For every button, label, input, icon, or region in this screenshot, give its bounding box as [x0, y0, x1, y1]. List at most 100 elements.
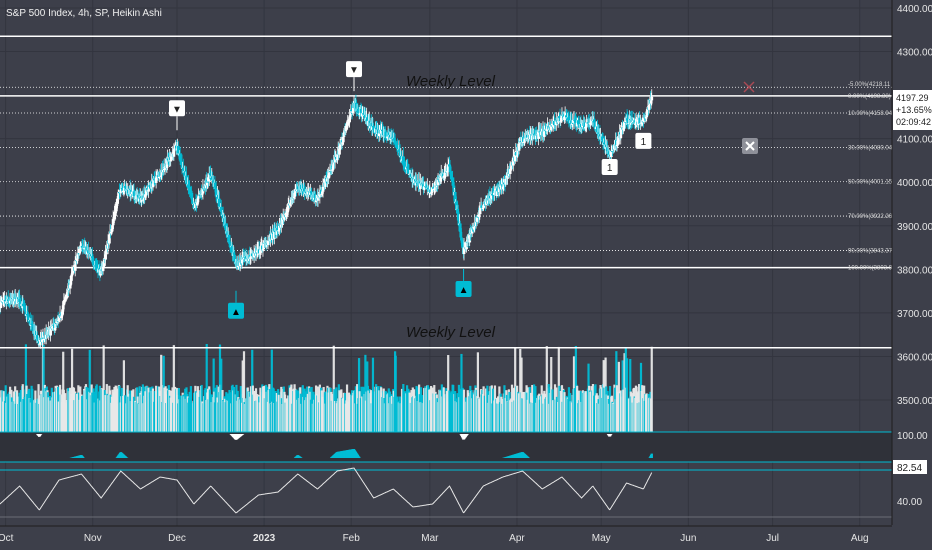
candle-body [188, 189, 192, 191]
candle-body [624, 121, 628, 124]
volume-bar [242, 351, 246, 432]
candle-body [104, 254, 107, 260]
volume-bar [460, 353, 463, 432]
marker-box [228, 302, 244, 319]
close-icon[interactable] [742, 138, 758, 154]
candle-body [453, 191, 457, 204]
candle-body [104, 250, 108, 255]
candle-body [151, 183, 155, 188]
candle-body [468, 233, 472, 243]
candle-body [422, 186, 426, 190]
volume-bar [514, 347, 517, 432]
last-price: 4197.29 [896, 93, 929, 103]
signal-marker: 1 [635, 132, 652, 149]
fib-level-label: 30.00%(4080.04 [848, 145, 893, 151]
time-axis-label: Feb [343, 533, 361, 544]
candle-body [621, 128, 625, 130]
candle-body [517, 143, 521, 151]
candle-body [188, 190, 192, 194]
histogram-bar [357, 456, 361, 458]
candle-body [577, 120, 580, 125]
candle-body [567, 119, 571, 122]
candle-body [590, 119, 594, 123]
candle-body [135, 194, 138, 200]
candle-body [523, 139, 527, 142]
candle-body [25, 314, 29, 316]
candle-body [376, 129, 380, 134]
candle-body [255, 250, 259, 253]
candle-body [642, 117, 646, 123]
histogram-bar [527, 457, 530, 458]
candle-body [496, 188, 499, 192]
candle-body [611, 150, 614, 153]
candle-body [227, 234, 231, 242]
candle-body [296, 186, 300, 190]
candle-body [23, 306, 27, 308]
candle-body [345, 123, 349, 126]
candle-body [224, 223, 228, 230]
marker-box [635, 132, 652, 149]
candle-body [396, 147, 400, 150]
volume-bar [172, 345, 175, 432]
candle-body [389, 137, 393, 139]
candle-body [155, 176, 159, 178]
candle-body [18, 302, 22, 304]
candle-body [249, 256, 253, 258]
candle-body [644, 118, 647, 120]
time-axis-panel[interactable] [0, 526, 892, 550]
candle-body [186, 184, 190, 188]
candle-body [645, 115, 649, 118]
candle-body [638, 117, 642, 124]
candle-body [185, 180, 189, 185]
candle-body [202, 188, 205, 190]
candle-body [8, 298, 12, 304]
candle-body [442, 176, 446, 178]
candle-body [477, 214, 481, 218]
candle-body [76, 254, 80, 259]
candle-body [616, 140, 620, 145]
candle-body [623, 125, 626, 127]
candle-body [220, 211, 224, 217]
candle-body [78, 249, 82, 254]
candle-body [460, 237, 463, 241]
candle-body [549, 126, 553, 131]
candle-body [570, 120, 573, 125]
candle-body [488, 195, 492, 201]
candle-body [555, 120, 559, 122]
time-axis-label: Mar [421, 533, 439, 544]
candle-body [112, 217, 116, 220]
candle-body [360, 113, 364, 117]
candle-body [117, 191, 121, 197]
candle-body [304, 191, 308, 194]
candle-body [111, 219, 115, 226]
candle-body [650, 96, 654, 101]
candle-body [357, 111, 360, 114]
candle-body [154, 177, 158, 183]
fib-level-label: 70.00%(3922.26 [848, 214, 893, 220]
candle-body [90, 256, 94, 259]
price-tick: 3500.00 [897, 396, 932, 407]
candle-body [570, 123, 574, 125]
marker-box [169, 100, 185, 117]
candle-body [35, 335, 39, 339]
oscillator-panel [0, 467, 932, 518]
price-tick: 4400.00 [897, 4, 932, 15]
marker-box [346, 61, 362, 78]
time-axis-label: Jun [680, 533, 696, 544]
candle-body [291, 197, 295, 200]
price-tick: 3700.00 [897, 309, 932, 320]
candle-body [542, 131, 546, 137]
fib-level-label: 0.00%(4198.38) [848, 94, 891, 100]
candle-body [394, 143, 398, 146]
volume-bar [270, 349, 273, 432]
close-icon-muted[interactable] [743, 81, 755, 93]
fib-level-label: 100.00%(3803.9 [848, 266, 893, 272]
candle-body [28, 320, 32, 326]
candle-body [585, 122, 589, 127]
candle-body [178, 153, 182, 161]
histogram-bar [82, 457, 85, 458]
candle-body [106, 242, 110, 249]
volume-bar [205, 344, 208, 432]
candle-body [457, 220, 461, 225]
